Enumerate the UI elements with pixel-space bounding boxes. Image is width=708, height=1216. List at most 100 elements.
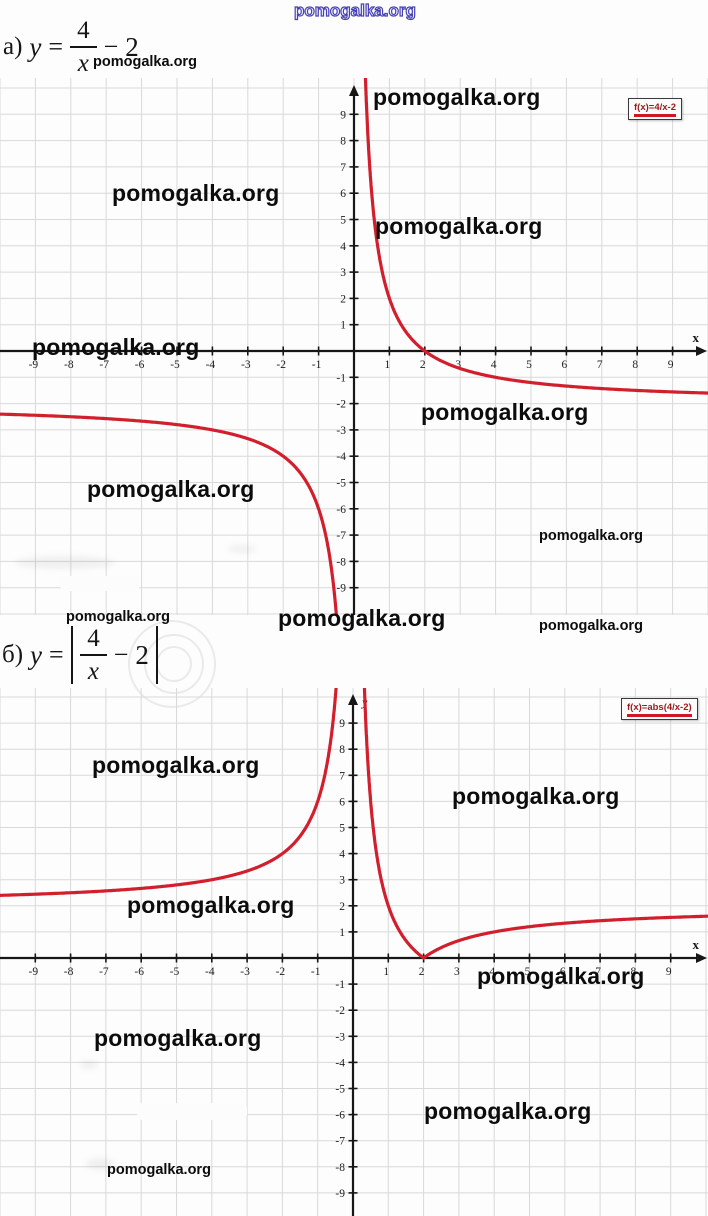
function-curve — [0, 412, 338, 615]
erased-patch — [137, 1103, 247, 1120]
watermark-text: pomogalka.org — [92, 752, 260, 778]
x-tick-label: 8 — [632, 359, 638, 371]
y-tick-label: 2 — [340, 293, 346, 305]
x-axis-arrow — [696, 953, 707, 963]
watermark-text: pomogalka.org — [421, 399, 589, 425]
legend-red-underline — [627, 714, 692, 717]
x-tick-label: 8 — [631, 966, 637, 978]
x-tick-label: 2 — [419, 966, 425, 978]
watermark-text: pomogalka.org — [539, 528, 643, 544]
x-tick-label: 1 — [383, 966, 389, 978]
watermark-text: pomogalka.org — [375, 213, 543, 239]
x-tick-label: -3 — [240, 966, 250, 978]
y-tick-label: 2 — [339, 901, 345, 913]
x-tick-label: -1 — [312, 359, 322, 371]
x-axis-label: x — [693, 937, 700, 952]
y-axis-arrow — [348, 694, 358, 705]
watermark-text: pomogalka.org — [373, 84, 541, 110]
y-tick-label: 9 — [340, 109, 346, 121]
x-tick-label: -4 — [205, 966, 215, 978]
watermark-text: pomogalka.org — [107, 1162, 211, 1178]
x-tick-label: 5 — [525, 966, 531, 978]
x-tick-label: -7 — [99, 966, 109, 978]
x-tick-label: 6 — [562, 359, 568, 371]
equation-b: б) y = 4 x − 2 — [2, 626, 159, 684]
function-curve — [362, 688, 708, 960]
equation-b-equals-sign: = — [49, 640, 64, 669]
fraction-denominator: x — [87, 658, 99, 685]
smudge — [86, 1158, 114, 1170]
watermark-text: pomogalka.org — [293, 1, 416, 21]
graph-a-plot: -9 -8 -7 -6 -5 -4 -3 -2 -1 1 2 3 4 5 6 7 8 9 -9 -8 -7 -6 -5 -4 -… — [0, 78, 708, 615]
x-tick-label: -8 — [64, 359, 74, 371]
x-tick-label: -8 — [64, 966, 74, 978]
y-tick-label: 4 — [340, 241, 346, 253]
graph-b-legend-label: f(x)=abs(4/x-2) — [627, 702, 692, 713]
watermark-text: pomogalka.org — [66, 609, 170, 625]
equation-a-item-label: а) — [3, 33, 23, 60]
y-tick-label: -8 — [336, 556, 346, 568]
watermark-text: pomogalka.org — [93, 54, 197, 70]
x-tick-label: -2 — [276, 966, 286, 978]
x-tick-label: -5 — [170, 966, 180, 978]
y-tick-label: 6 — [340, 188, 346, 200]
y-tick-label: -9 — [335, 1188, 345, 1200]
graph-a-legend-label: f(x)=4/x-2 — [634, 102, 676, 113]
function-curve — [0, 688, 338, 897]
x-tick-label: 2 — [420, 359, 426, 371]
y-tick-label: 3 — [340, 267, 346, 279]
x-tick-label: -5 — [170, 359, 180, 371]
equation-a: а) y = 4 x − 2 — [3, 18, 139, 76]
y-tick-label: -7 — [336, 530, 346, 542]
equation-b-item-label: б) — [2, 641, 24, 668]
absolute-value-group: 4 x − 2 — [70, 626, 159, 684]
watermark-text: pomogalka.org — [32, 334, 200, 360]
y-axis-arrow — [349, 85, 359, 96]
x-tick-label: 3 — [454, 966, 460, 978]
smudge — [15, 556, 115, 569]
erased-patch — [60, 576, 140, 591]
graph-b-legend: f(x)=abs(4/x-2) — [621, 698, 698, 720]
y-tick-label: 1 — [339, 927, 345, 939]
y-tick-label: -6 — [336, 504, 346, 516]
y-tick-label: 1 — [340, 320, 346, 332]
fraction-denominator: x — [77, 50, 89, 77]
equation-b-fraction: 4 x — [80, 626, 107, 684]
absolute-value-bar-right — [155, 626, 159, 684]
watermark-text: pomogalka.org — [424, 1098, 592, 1124]
x-tick-label: 4 — [491, 359, 497, 371]
x-tick-label: 7 — [597, 359, 603, 371]
x-tick-label: -9 — [29, 966, 39, 978]
y-tick-label: -8 — [335, 1162, 345, 1174]
watermark-text: pomogalka.org — [94, 1025, 262, 1051]
y-tick-label: -2 — [336, 399, 346, 411]
graph-a-legend: f(x)=4/x-2 — [628, 98, 682, 120]
equation-a-fraction: 4 x — [70, 18, 97, 76]
watermark-text: pomogalka.org — [477, 963, 645, 989]
stamp-circle — [128, 620, 216, 708]
smudge — [228, 545, 256, 553]
x-tick-label: 4 — [489, 966, 495, 978]
y-tick-label: 7 — [339, 770, 345, 782]
y-tick-label: 4 — [339, 849, 345, 861]
x-tick-label: -7 — [99, 359, 109, 371]
y-tick-label: -5 — [335, 1084, 345, 1096]
function-curve — [363, 78, 708, 395]
y-tick-label: -2 — [335, 1005, 345, 1017]
y-tick-label: -1 — [335, 979, 345, 991]
y-tick-label: -3 — [335, 1031, 345, 1043]
equation-a-minus-sign: − — [103, 32, 119, 61]
y-tick-label: 5 — [340, 215, 346, 227]
graph-b-plot: -9 -8 -7 -6 -5 -4 -3 -2 -1 1 2 3 4 5 6 7 8 9 -9 -8 -7 -6 -5 -4 -… — [0, 688, 708, 1216]
y-tick-label: 8 — [340, 136, 346, 148]
y-tick-label: -5 — [336, 478, 346, 490]
watermark-text: pomogalka.org — [87, 476, 255, 502]
x-tick-label: 6 — [560, 966, 566, 978]
y-tick-label: 9 — [339, 718, 345, 730]
watermark-text: pomogalka.org — [452, 783, 620, 809]
x-tick-label: -2 — [276, 359, 286, 371]
y-tick-label: -1 — [336, 372, 346, 384]
x-tick-label: -1 — [311, 966, 321, 978]
fraction-numerator: 4 — [70, 18, 97, 48]
x-tick-label: -6 — [134, 966, 144, 978]
